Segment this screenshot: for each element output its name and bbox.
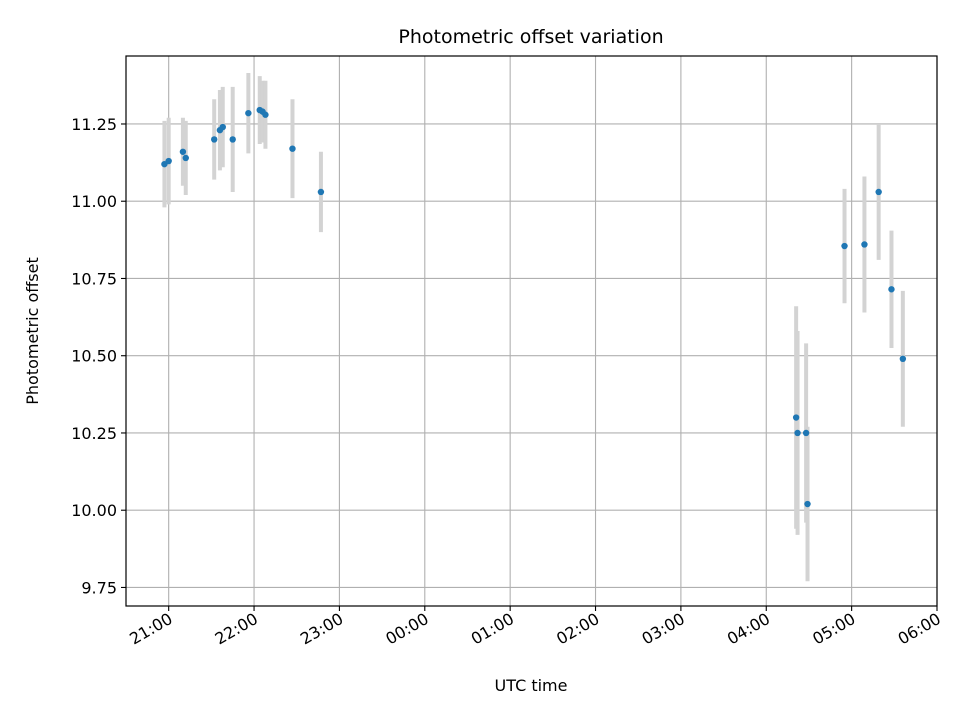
data-point [317, 188, 325, 196]
data-point [182, 154, 189, 162]
data-point [229, 136, 236, 143]
data-point [211, 136, 218, 143]
y-tick-label: 9.75 [81, 578, 117, 597]
data-point [165, 157, 172, 165]
y-tick-label: 10.25 [71, 424, 117, 443]
data-point [899, 355, 907, 363]
x-axis-label: UTC time [495, 676, 568, 695]
y-tick-label: 11.00 [71, 192, 117, 211]
data-point [219, 123, 226, 131]
data-point [888, 286, 895, 293]
y-tick-label: 10.75 [71, 269, 117, 288]
y-tick-label: 11.25 [71, 115, 117, 134]
plot-frame [125, 55, 938, 607]
data-point [802, 429, 810, 437]
data-point [245, 109, 252, 117]
y-tick-label: 10.50 [71, 347, 117, 366]
data-point [289, 145, 296, 152]
data-point [179, 148, 187, 155]
data-point [841, 242, 848, 250]
grid [126, 56, 938, 606]
chart-title: Photometric offset variation [398, 26, 663, 48]
data-point [804, 500, 811, 508]
data-point [262, 111, 269, 118]
data-point [861, 241, 868, 248]
y-axis-ticks: 9.75 10.00 10.25 10.50 10.75 11.00 11.25 [71, 115, 126, 597]
data-points [161, 106, 907, 508]
y-axis-label: Photometric offset [23, 257, 42, 405]
y-tick-label: 10.00 [71, 501, 117, 520]
data-point [794, 429, 801, 437]
data-point [875, 188, 882, 196]
data-point [792, 414, 800, 421]
